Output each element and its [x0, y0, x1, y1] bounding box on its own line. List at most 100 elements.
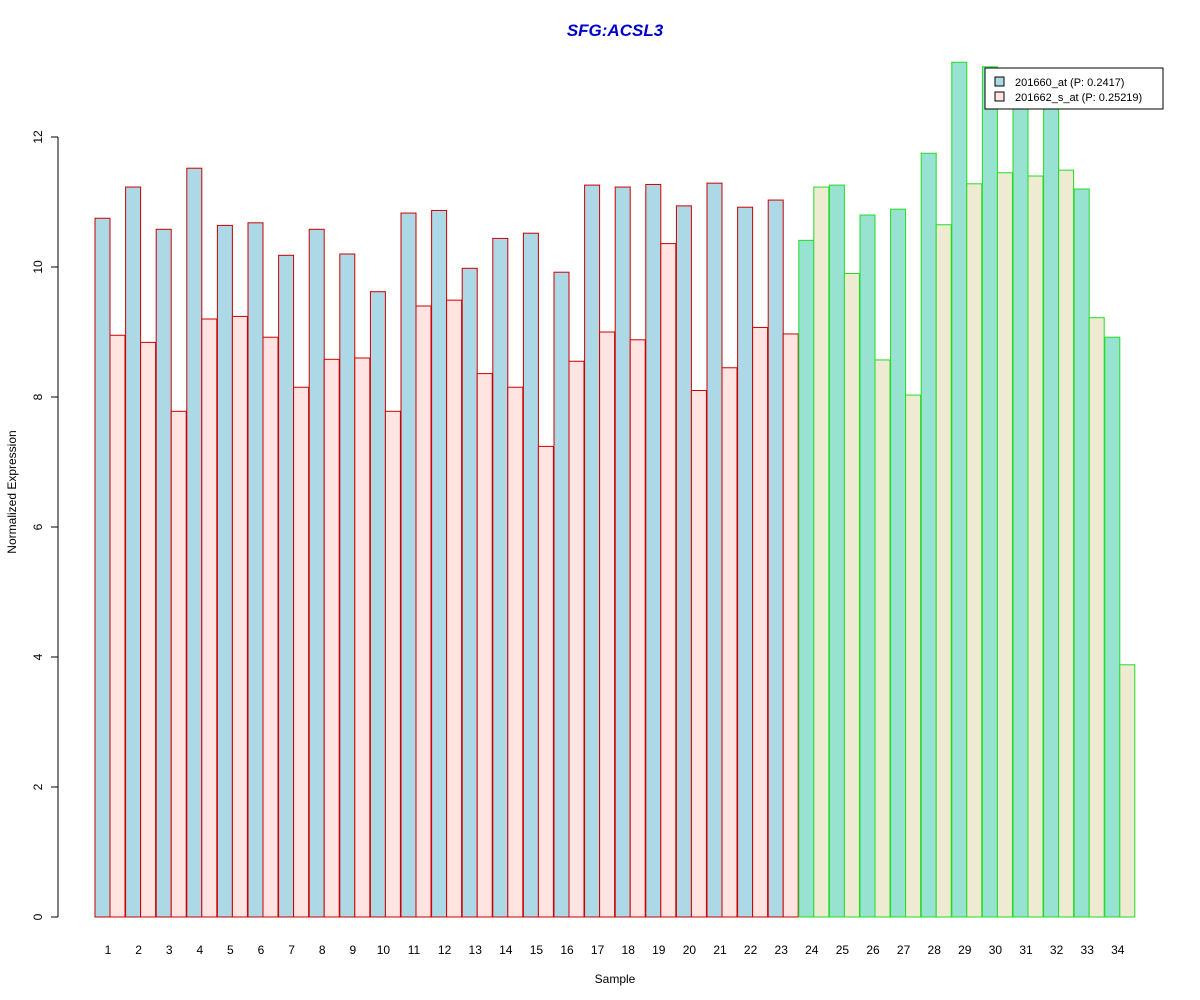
bar-series-2 — [935, 224, 952, 918]
x-tick-label: 19 — [652, 943, 666, 957]
bar-series-2 — [568, 360, 585, 918]
bar-series-1 — [308, 228, 325, 918]
bar-series-1 — [431, 209, 448, 918]
bar-series-1 — [737, 206, 754, 918]
bar-series-2 — [231, 315, 248, 918]
y-tick-label: 6 — [31, 523, 45, 530]
bar-series-2 — [721, 367, 738, 918]
bar-series-2 — [293, 386, 310, 918]
x-tick-label: 4 — [196, 943, 203, 957]
x-tick-label: 30 — [989, 943, 1003, 957]
x-tick-label: 34 — [1111, 943, 1125, 957]
bar-series-2 — [660, 243, 677, 918]
bar-series-2 — [874, 359, 891, 918]
bar-series-2 — [1088, 317, 1105, 918]
x-tick-labels: 1 2 3 4 5 6 7 8 9 10 11 12 13 14 15 16 17 18 19 20 21 22 23 24 2… — [105, 943, 1125, 957]
bar-series-1 — [492, 237, 509, 918]
x-tick-label: 2 — [135, 943, 142, 957]
bar-series-2 — [354, 357, 371, 918]
x-tick-label: 6 — [258, 943, 265, 957]
bar-series-1 — [247, 222, 264, 918]
bar-series-1 — [1104, 336, 1121, 918]
x-tick-label: 14 — [499, 943, 513, 957]
bar-series-2 — [201, 318, 218, 918]
bar-series-2 — [782, 333, 799, 918]
bar-series-2 — [813, 186, 830, 918]
x-tick-label: 18 — [622, 943, 636, 957]
bar-series-2 — [507, 386, 524, 918]
bar-series-1 — [155, 228, 172, 918]
x-tick-label: 13 — [469, 943, 483, 957]
x-tick-label: 9 — [349, 943, 356, 957]
bar-series-2 — [1119, 664, 1136, 918]
bar-series-1 — [706, 182, 723, 918]
bar-series-2 — [996, 172, 1013, 918]
x-tick-label: 26 — [866, 943, 880, 957]
legend-label-series-2: 201662_s_at (P: 0.25219) — [1015, 92, 1142, 104]
y-axis: 0 2 4 6 8 10 12 — [31, 130, 59, 920]
bar-series-1 — [339, 253, 356, 918]
bar-series-1 — [584, 184, 601, 918]
bar-series-1 — [859, 214, 876, 918]
y-tick-label: 4 — [31, 653, 45, 660]
bar-series-1 — [981, 66, 998, 918]
x-tick-label: 10 — [377, 943, 391, 957]
x-tick-label: 23 — [775, 943, 789, 957]
bar-series-1 — [1073, 188, 1090, 918]
bar-series-2 — [752, 326, 769, 918]
bar-series-1 — [216, 224, 233, 918]
legend-swatch-series-1 — [994, 76, 1005, 87]
x-tick-label: 7 — [288, 943, 295, 957]
bar-series-1 — [1043, 107, 1060, 918]
bar-series-2 — [384, 410, 401, 918]
bar-series-1 — [614, 186, 631, 918]
x-tick-label: 24 — [805, 943, 819, 957]
legend-label-series-1: 201660_at (P: 0.2417) — [1015, 77, 1124, 89]
legend-box — [984, 67, 1164, 110]
legend: 201660_at (P: 0.2417) 201662_s_at (P: 0.… — [984, 67, 1164, 110]
bar-series-1 — [369, 291, 386, 918]
bar-series-1 — [890, 208, 907, 918]
x-tick-label: 31 — [1019, 943, 1033, 957]
bar-series-2 — [415, 305, 432, 918]
bar-series-1 — [951, 61, 968, 918]
x-tick-label: 15 — [530, 943, 544, 957]
bar-series-2 — [446, 299, 463, 918]
bar-series-1 — [798, 239, 815, 918]
bar-series-1 — [675, 205, 692, 918]
bar-series-2 — [690, 390, 707, 918]
x-tick-label: 16 — [560, 943, 574, 957]
bar-series-2 — [537, 445, 554, 918]
x-tick-label: 27 — [897, 943, 911, 957]
bar-series-1 — [645, 183, 662, 918]
bar-series-1 — [828, 184, 845, 918]
x-tick-label: 33 — [1081, 943, 1095, 957]
bar-series-2 — [629, 339, 646, 918]
bar-series-2 — [1027, 175, 1044, 918]
bar-series-1 — [767, 199, 784, 918]
bar-series-1 — [553, 271, 570, 918]
y-tick-label: 12 — [31, 130, 45, 144]
x-tick-label: 29 — [958, 943, 972, 957]
x-tick-label: 21 — [713, 943, 727, 957]
bar-series-2 — [109, 334, 126, 918]
y-tick-label: 2 — [31, 783, 45, 790]
x-tick-label: 12 — [438, 943, 452, 957]
bar-series-1 — [461, 267, 478, 918]
legend-swatch-series-2 — [994, 91, 1005, 102]
bar-series-1 — [125, 186, 142, 918]
bar-series-1 — [278, 254, 295, 918]
x-tick-label: 5 — [227, 943, 234, 957]
x-axis-title: Sample — [595, 972, 636, 986]
y-tick-label: 0 — [31, 913, 45, 920]
bar-series-2 — [599, 331, 616, 918]
y-axis-title: Normalized Expression — [5, 430, 19, 553]
bar-series-2 — [843, 273, 860, 918]
x-tick-label: 17 — [591, 943, 605, 957]
bar-series-2 — [170, 410, 187, 918]
x-tick-label: 11 — [408, 943, 421, 957]
chart-title: SFG:ACSL3 — [567, 21, 664, 40]
bar-series-1 — [94, 217, 111, 918]
bar-series-1 — [1012, 104, 1029, 918]
